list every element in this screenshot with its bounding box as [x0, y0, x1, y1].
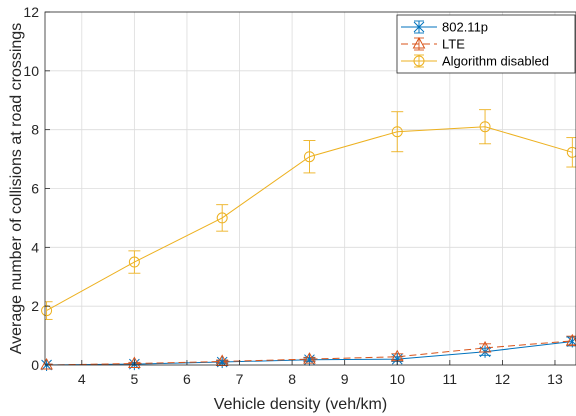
triangle-marker: [303, 352, 316, 364]
y-tick-label: 0: [31, 357, 39, 373]
legend-label: 802.11p: [442, 20, 488, 35]
x-tick-label: 6: [183, 371, 191, 387]
x-tick-label: 10: [389, 371, 405, 387]
y-tick-label: 6: [31, 181, 39, 197]
triangle-marker: [215, 354, 229, 366]
circle-marker: [479, 121, 491, 133]
x-tick-label: 4: [78, 371, 86, 387]
x-tick-label: 13: [547, 371, 563, 387]
series-line: [46, 126, 573, 312]
x-tick-label: 8: [288, 371, 296, 387]
legend-label: Algorithm disabled: [442, 54, 549, 69]
triangle-marker: [478, 340, 492, 353]
triangle-marker: [128, 356, 141, 369]
y-axis-label: Average number of collisions at road cro…: [8, 23, 25, 354]
circle-marker: [413, 55, 425, 67]
circle-marker: [216, 212, 228, 224]
circle-marker: [303, 151, 315, 163]
x-tick-label: 7: [236, 371, 244, 387]
y-tick-label: 8: [31, 122, 39, 138]
y-tick-label: 2: [31, 298, 39, 314]
x-tick-label: 11: [443, 371, 458, 387]
legend-label: LTE: [442, 37, 465, 52]
x-tick-label: 9: [341, 371, 349, 387]
circle-marker: [41, 305, 53, 317]
axis-ticks: 4 5 6 7 8 9 10 11 12 13 0 2 4 6 8 10 12: [23, 4, 563, 387]
y-tick-label: 10: [23, 63, 39, 79]
star-marker: [413, 21, 425, 33]
triangle-marker: [565, 333, 576, 346]
triangle-marker: [412, 36, 426, 49]
y-tick-label: 12: [23, 4, 39, 20]
circle-marker: [128, 256, 140, 268]
error-bars: [45, 109, 576, 365]
legend: 802.11p LTE Algorithm disabled: [396, 14, 576, 74]
y-tick-label: 4: [31, 239, 39, 255]
x-axis-label: Vehicle density (veh/km): [214, 396, 387, 413]
data-markers: [40, 121, 576, 371]
circle-marker: [566, 146, 576, 158]
circle-marker: [391, 126, 403, 138]
x-tick-label: 12: [495, 371, 511, 387]
x-tick-label: 5: [130, 371, 138, 387]
triangle-marker: [40, 357, 53, 370]
